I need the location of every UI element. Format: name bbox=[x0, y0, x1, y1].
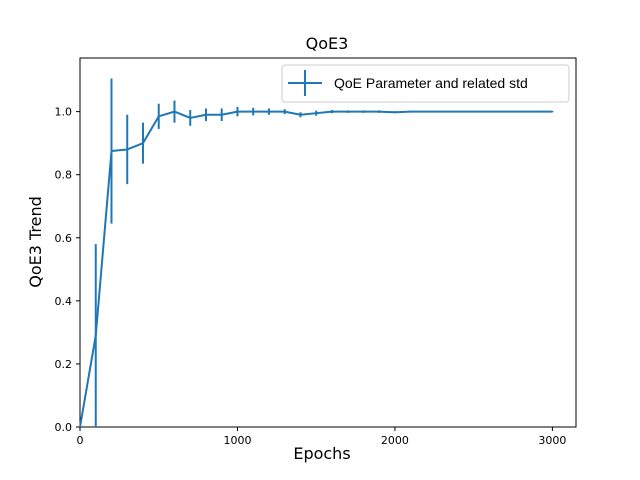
y-axis: 0.0 0.2 0.4 0.6 0.8 1.0 bbox=[55, 106, 80, 434]
y-tick-label: 0.2 bbox=[55, 358, 73, 371]
chart-title: QoE3 bbox=[306, 34, 349, 53]
series-line bbox=[79, 110, 553, 428]
legend-box bbox=[281, 64, 570, 103]
x-tick-label: 1000 bbox=[223, 434, 251, 447]
y-tick-label: 0.0 bbox=[55, 421, 73, 434]
legend: QoE Parameter and related std bbox=[281, 64, 570, 103]
y-tick-label: 0.4 bbox=[55, 295, 73, 308]
y-tick-label: 1.0 bbox=[55, 106, 73, 119]
y-tick-label: 0.6 bbox=[55, 232, 73, 245]
x-tick-label: 3000 bbox=[538, 434, 566, 447]
y-axis-label: QoE3 Trend bbox=[26, 196, 45, 288]
x-axis-label: Epochs bbox=[293, 444, 350, 463]
legend-label: QoE Parameter and related std bbox=[334, 75, 528, 91]
y-tick-label: 0.8 bbox=[55, 169, 73, 182]
plot-area bbox=[79, 57, 577, 428]
x-tick-label: 0 bbox=[77, 434, 84, 447]
series-layer bbox=[79, 78, 554, 428]
x-tick-label: 2000 bbox=[381, 434, 409, 447]
x-axis: 0 1000 2000 3000 bbox=[77, 427, 566, 447]
